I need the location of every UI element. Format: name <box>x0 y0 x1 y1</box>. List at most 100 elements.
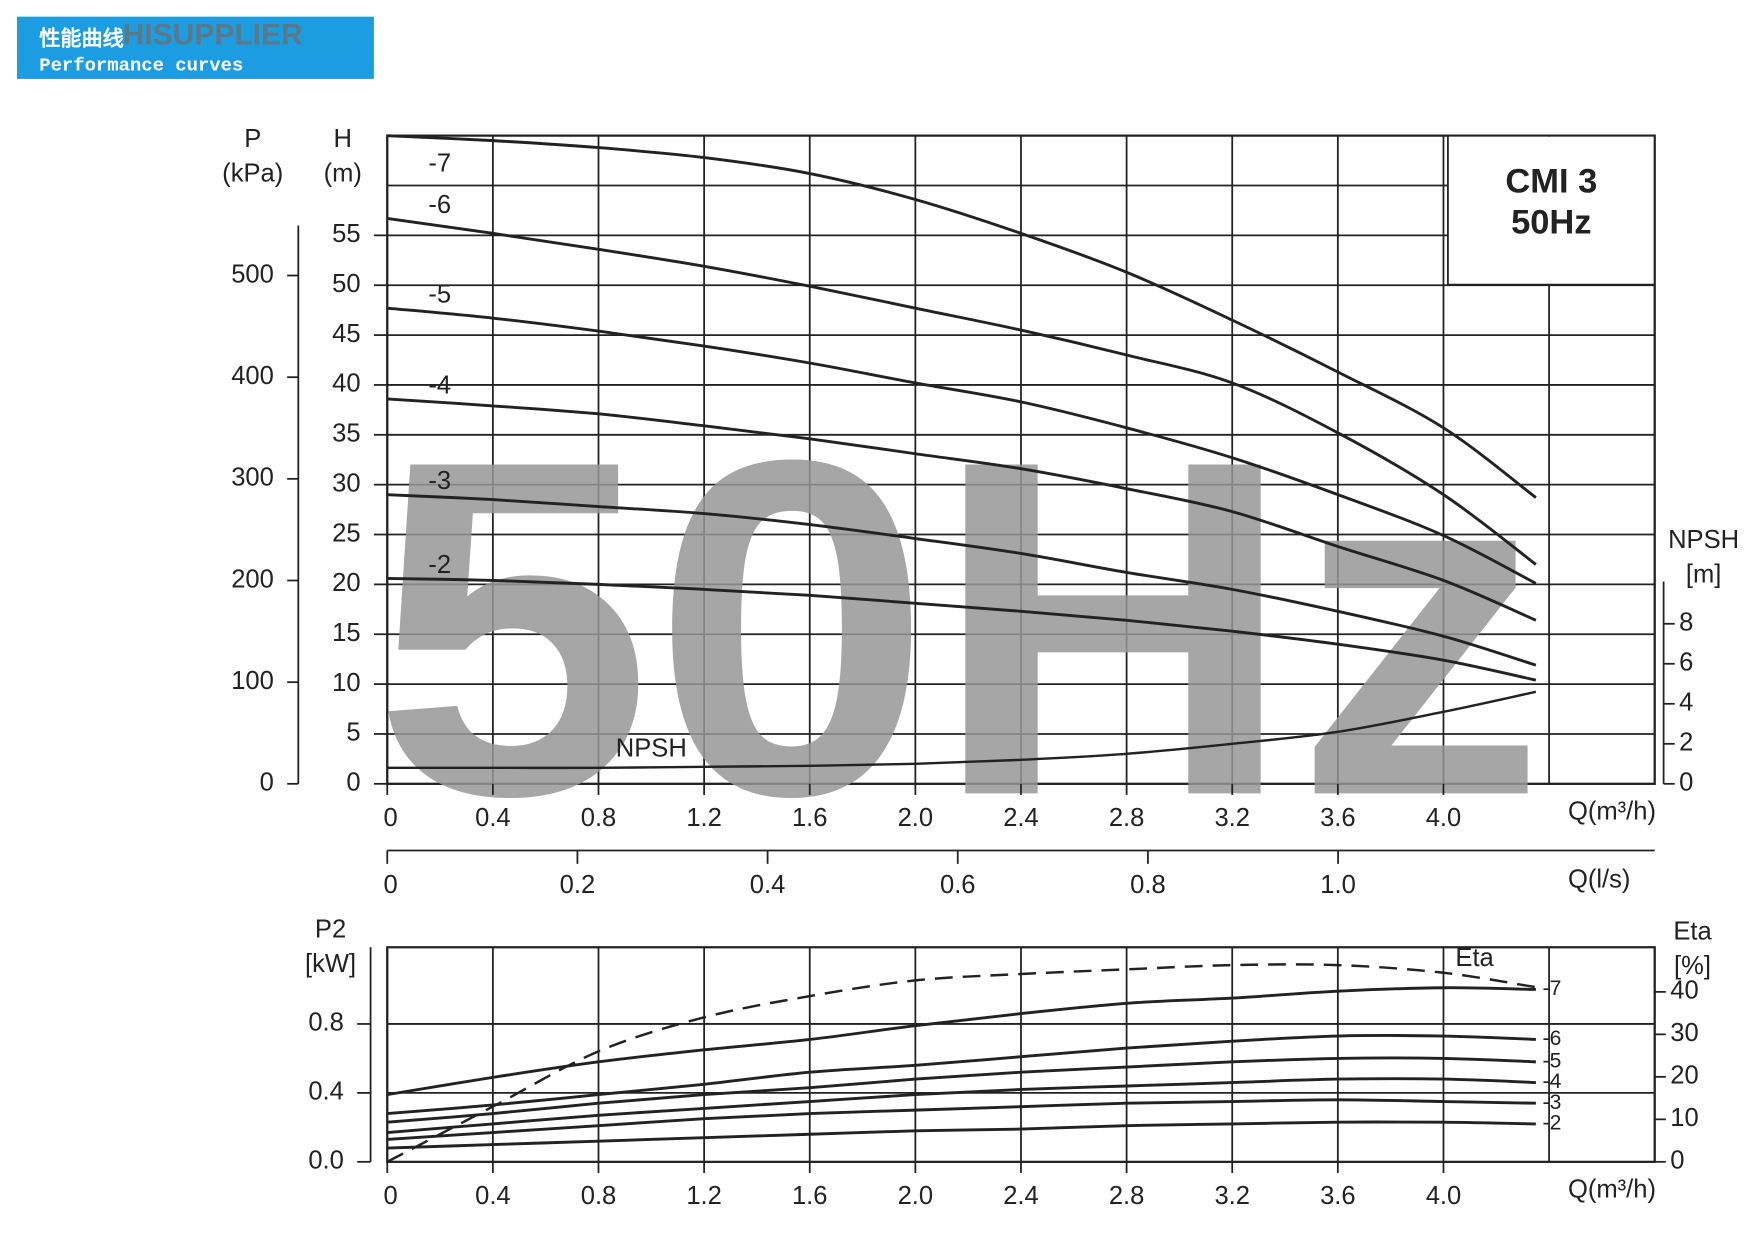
series-label: Eta <box>1455 944 1494 972</box>
x-tick-label: 1.2 <box>686 804 722 832</box>
y2-tick-label: 0 <box>260 769 274 797</box>
x-tick-label: 0 <box>383 1182 397 1210</box>
x-tick-label: 3.2 <box>1214 1182 1250 1210</box>
x-tick-label: 3.6 <box>1320 804 1356 832</box>
series-label: -7 <box>1543 977 1562 1000</box>
y-tick-label: 0.8 <box>308 1009 344 1037</box>
x-tick-label: 0 <box>383 804 397 832</box>
y-tick-label: 10 <box>332 669 360 697</box>
series-label: -5 <box>1543 1049 1562 1072</box>
y2-axis-label: (kPa) <box>222 159 283 187</box>
series-line <box>387 690 1537 770</box>
series-line <box>386 963 1537 1163</box>
x-tick-label: 2.4 <box>1003 804 1039 832</box>
series-line <box>387 216 1537 566</box>
y2-axis-label: Eta <box>1673 918 1712 946</box>
series-line <box>387 306 1537 585</box>
series-line <box>387 493 1537 667</box>
x-tick-label: 0.8 <box>581 804 617 832</box>
series-line <box>387 1077 1536 1134</box>
y-tick-label: 35 <box>332 420 360 448</box>
y3-axis-label: NPSH <box>1668 526 1739 554</box>
y-tick-label: 55 <box>332 220 360 248</box>
x2-tick-label: 1.0 <box>1320 871 1356 899</box>
series-line <box>387 986 1536 1097</box>
x2-tick-label: 0.4 <box>750 871 786 899</box>
y-tick-label: 50 <box>332 270 360 298</box>
y-tick-label: 30 <box>332 469 360 497</box>
x2-tick-label: 0.6 <box>940 871 976 899</box>
header-subtitle: Performance curves <box>39 55 243 77</box>
x-tick-label: 1.6 <box>792 1182 828 1210</box>
header-watermark: HISUPPLIER <box>123 19 303 52</box>
y-tick-label: 40 <box>332 370 360 398</box>
x-tick-label: 2.0 <box>898 804 934 832</box>
series-line <box>387 397 1537 622</box>
series-label: -5 <box>428 281 451 309</box>
series-label: NPSH <box>616 734 687 762</box>
y3-tick-label: 8 <box>1679 609 1693 637</box>
series-label: -4 <box>428 371 451 399</box>
series-label: -6 <box>1543 1027 1562 1050</box>
x2-axis-label: Q(l/s) <box>1568 865 1630 893</box>
series-label: -6 <box>428 191 451 219</box>
y2-tick-label: 100 <box>231 667 274 695</box>
header-box <box>17 16 374 79</box>
chart-title: CMI 3 <box>1505 163 1597 201</box>
y3-tick-label: 0 <box>1679 769 1693 797</box>
y2-axis-label: P <box>244 125 261 153</box>
series-label: -7 <box>428 149 451 177</box>
series-line <box>387 1120 1536 1150</box>
y-tick-label: 25 <box>332 519 360 547</box>
x-tick-label: 4.0 <box>1426 804 1462 832</box>
y2-axis-label: [%] <box>1674 952 1711 980</box>
y3-tick-label: 4 <box>1679 689 1693 717</box>
y-axis-label: P2 <box>315 915 346 943</box>
x-tick-label: 0.4 <box>475 1182 511 1210</box>
y2-tick-label: 200 <box>231 565 274 593</box>
x-tick-label: 1.2 <box>686 1182 722 1210</box>
x-tick-label: 0.8 <box>581 1182 617 1210</box>
y2-tick-label: 500 <box>231 260 274 288</box>
x-tick-label: 2.0 <box>898 1182 934 1210</box>
y2-tick-label: 0 <box>1670 1147 1684 1175</box>
y2-tick-label: 400 <box>231 362 274 390</box>
y-tick-label: 20 <box>332 569 360 597</box>
title-box <box>1447 136 1654 285</box>
series-line <box>387 576 1537 682</box>
x-tick-label: 3.2 <box>1214 804 1250 832</box>
series-label: -2 <box>428 551 451 579</box>
y-axis-label: H <box>334 125 352 153</box>
header: 性能曲线 HISUPPLIER Performance curves <box>17 16 374 79</box>
x-axis-label: Q(m³/h) <box>1568 1175 1656 1203</box>
chart-subtitle: 50Hz <box>1511 204 1591 242</box>
y2-tick-label: 10 <box>1670 1104 1698 1132</box>
y2-tick-label: 300 <box>231 464 274 492</box>
header-title: 性能曲线 <box>39 26 123 51</box>
x-tick-label: 0.4 <box>475 804 511 832</box>
x-tick-label: 1.6 <box>792 804 828 832</box>
series-line <box>387 1034 1536 1116</box>
series-label: -4 <box>1543 1070 1562 1093</box>
x-tick-label: 2.8 <box>1109 804 1145 832</box>
x2-tick-label: 0.2 <box>560 871 596 899</box>
x-tick-label: 3.6 <box>1320 1182 1356 1210</box>
x2-tick-label: 0 <box>383 871 397 899</box>
y3-tick-label: 6 <box>1679 649 1693 677</box>
y2-tick-label: 30 <box>1670 1019 1698 1047</box>
watermark: 50Hz <box>373 361 1546 895</box>
y-axis-label: [kW] <box>305 950 356 978</box>
series-line <box>387 1098 1536 1141</box>
y3-axis-label: [m] <box>1686 561 1722 589</box>
y2-tick-label: 20 <box>1670 1062 1698 1090</box>
series-label: -3 <box>428 467 451 495</box>
x-tick-label: 2.4 <box>1003 1182 1039 1210</box>
x2-tick-label: 0.8 <box>1130 871 1166 899</box>
y-axis-label: (m) <box>324 159 362 187</box>
x-tick-label: 2.8 <box>1109 1182 1145 1210</box>
y-tick-label: 0.4 <box>308 1078 344 1106</box>
series-label: -2 <box>1543 1111 1562 1134</box>
